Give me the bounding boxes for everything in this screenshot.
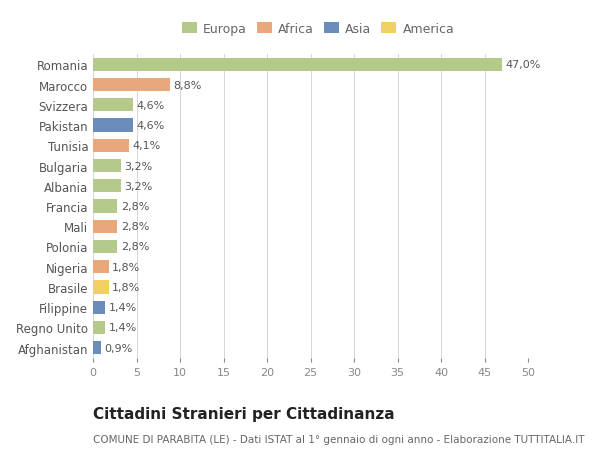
Text: 3,2%: 3,2% xyxy=(124,181,152,191)
Bar xyxy=(93,99,133,112)
Bar xyxy=(93,180,121,193)
Text: 1,8%: 1,8% xyxy=(112,282,140,292)
Text: 3,2%: 3,2% xyxy=(124,161,152,171)
Bar xyxy=(93,200,118,213)
Text: Cittadini Stranieri per Cittadinanza: Cittadini Stranieri per Cittadinanza xyxy=(93,406,395,421)
Text: 4,6%: 4,6% xyxy=(137,101,165,111)
Text: 1,4%: 1,4% xyxy=(109,323,137,333)
Bar xyxy=(93,140,128,152)
Text: 0,9%: 0,9% xyxy=(104,343,133,353)
Bar xyxy=(93,241,118,253)
Text: 2,8%: 2,8% xyxy=(121,202,149,212)
Text: 1,4%: 1,4% xyxy=(109,302,137,313)
Text: 2,8%: 2,8% xyxy=(121,222,149,232)
Bar xyxy=(93,160,121,173)
Bar xyxy=(93,119,133,132)
Bar xyxy=(93,59,502,72)
Text: 2,8%: 2,8% xyxy=(121,242,149,252)
Text: 1,8%: 1,8% xyxy=(112,262,140,272)
Text: COMUNE DI PARABITA (LE) - Dati ISTAT al 1° gennaio di ogni anno - Elaborazione T: COMUNE DI PARABITA (LE) - Dati ISTAT al … xyxy=(93,434,584,444)
Bar xyxy=(93,321,105,334)
Bar xyxy=(93,301,105,314)
Bar xyxy=(93,220,118,233)
Text: 4,6%: 4,6% xyxy=(137,121,165,131)
Bar xyxy=(93,261,109,274)
Legend: Europa, Africa, Asia, America: Europa, Africa, Asia, America xyxy=(176,18,460,41)
Text: 8,8%: 8,8% xyxy=(173,80,202,90)
Bar xyxy=(93,281,109,294)
Bar xyxy=(93,79,170,92)
Text: 4,1%: 4,1% xyxy=(132,141,160,151)
Text: 47,0%: 47,0% xyxy=(505,60,541,70)
Bar xyxy=(93,341,101,354)
